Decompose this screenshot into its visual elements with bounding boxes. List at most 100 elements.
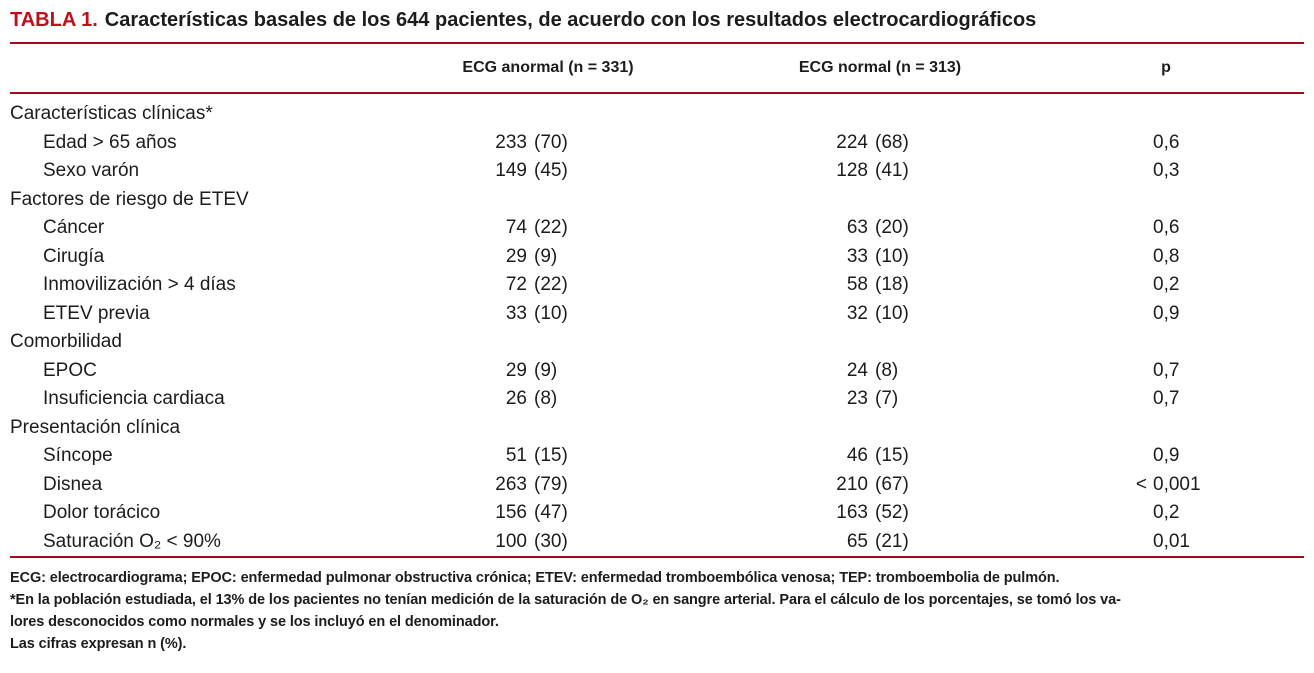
value-cell-ecg-normal: 32 (10) — [700, 303, 1060, 325]
value-cell-ecg-normal: 23 (7) — [700, 388, 1060, 410]
value-n: 24 — [846, 359, 868, 381]
value-n: 26 — [505, 388, 527, 410]
row-label: Características clínicas* — [10, 103, 213, 125]
p-value-cell: 0,9 — [1060, 303, 1294, 325]
table-row: Insuficiencia cardiaca 26 (8) 23 (7) 0,7 — [10, 385, 1304, 414]
p-prefix — [1060, 303, 1147, 325]
p-prefix — [1060, 160, 1147, 182]
footnote-line: lores desconocidos como normales y se lo… — [10, 614, 499, 630]
column-header-ecg-anormal: ECG anormal (n = 331) — [462, 59, 634, 76]
column-header-p: p — [1161, 59, 1171, 76]
table-row: Síncope 51 (15) 46 (15) 0,9 — [10, 442, 1304, 471]
p-value-cell: <0,001 — [1060, 474, 1294, 496]
value-cell-ecg-anormal: 29 (9) — [420, 360, 700, 382]
p-prefix — [1060, 360, 1147, 382]
value-n: 72 — [505, 274, 527, 296]
p-value: 0,2 — [1153, 274, 1180, 296]
p-value: 0,9 — [1153, 302, 1180, 324]
value-n: 63 — [846, 217, 868, 239]
p-value-cell: 0,7 — [1060, 388, 1294, 410]
row-label: EPOC — [43, 359, 97, 381]
value-n: 263 — [495, 473, 527, 495]
value-n: 74 — [505, 217, 527, 239]
value-pct: (22) — [534, 217, 568, 239]
table-row: Edad > 65 años 233 (70) 224 (68) 0,6 — [10, 129, 1304, 158]
table-figure: TABLA 1. Características basales de los 6… — [10, 8, 1304, 652]
p-prefix — [1060, 274, 1147, 296]
table-title: TABLA 1. Características basales de los 6… — [10, 8, 1304, 32]
value-pct: (79) — [534, 473, 568, 495]
value-cell-ecg-normal: 24 (8) — [700, 360, 1060, 382]
row-label: Cáncer — [43, 217, 105, 239]
value-pct: (15) — [534, 445, 568, 467]
p-value: 0,6 — [1153, 131, 1180, 153]
value-cell-ecg-anormal: 149 (45) — [420, 160, 700, 182]
value-pct: (70) — [534, 131, 568, 153]
table-group-row: Comorbilidad — [10, 328, 1304, 357]
table-row: Disnea 263 (79) 210 (67) <0,001 — [10, 471, 1304, 500]
table-group-row: Factores de riesgo de ETEV — [10, 186, 1304, 215]
value-cell-ecg-anormal: 29 (9) — [420, 246, 700, 268]
p-prefix: < — [1135, 473, 1147, 495]
value-n: 51 — [505, 445, 527, 467]
value-pct: (8) — [875, 359, 899, 381]
value-n: 58 — [846, 274, 868, 296]
value-cell-ecg-anormal: 233 (70) — [420, 132, 700, 154]
value-pct: (18) — [875, 274, 909, 296]
p-prefix — [1060, 388, 1147, 410]
table-row: EPOC 29 (9) 24 (8) 0,7 — [10, 357, 1304, 386]
value-pct: (15) — [875, 445, 909, 467]
value-cell-ecg-anormal: 51 (15) — [420, 445, 700, 467]
divider-top — [10, 42, 1304, 44]
footnote-line: ECG: electrocardiograma; EPOC: enfermeda… — [10, 570, 1060, 586]
value-cell-ecg-anormal: 33 (10) — [420, 303, 700, 325]
p-prefix — [1060, 531, 1147, 553]
value-cell-ecg-normal: 65 (21) — [700, 531, 1060, 553]
p-value: 0,7 — [1153, 359, 1180, 381]
footnote-line: *En la población estudiada, el 13% de lo… — [10, 592, 1121, 608]
table-group-row: Características clínicas* — [10, 100, 1304, 129]
p-value: 0,01 — [1153, 530, 1190, 552]
row-label: Presentación clínica — [10, 416, 181, 438]
row-label: Saturación O₂ < 90% — [43, 530, 221, 552]
row-label: Edad > 65 años — [43, 131, 177, 153]
value-pct: (10) — [875, 302, 909, 324]
value-pct: (45) — [534, 160, 568, 182]
p-value-cell: 0,3 — [1060, 160, 1294, 182]
row-label: Inmovilización > 4 días — [43, 274, 236, 296]
table-row: Cirugía 29 (9) 33 (10) 0,8 — [10, 243, 1304, 272]
value-cell-ecg-normal: 58 (18) — [700, 274, 1060, 296]
p-value: 0,001 — [1153, 473, 1201, 495]
footnote-line: Las cifras expresan n (%). — [10, 636, 187, 652]
row-label: Comorbilidad — [10, 331, 122, 353]
p-prefix — [1060, 246, 1147, 268]
p-value: 0,7 — [1153, 388, 1180, 410]
value-n: 210 — [836, 473, 868, 495]
value-cell-ecg-anormal: 156 (47) — [420, 502, 700, 524]
value-n: 46 — [846, 445, 868, 467]
value-cell-ecg-normal: 63 (20) — [700, 217, 1060, 239]
p-prefix — [1060, 445, 1147, 467]
p-value-cell: 0,2 — [1060, 502, 1294, 524]
row-label: ETEV previa — [43, 302, 150, 324]
value-cell-ecg-normal: 210 (67) — [700, 474, 1060, 496]
value-cell-ecg-normal: 128 (41) — [700, 160, 1060, 182]
value-n: 65 — [846, 530, 868, 552]
value-pct: (8) — [534, 388, 558, 410]
p-value: 0,2 — [1153, 502, 1180, 524]
row-label: Cirugía — [43, 245, 105, 267]
row-label: Insuficiencia cardiaca — [43, 388, 225, 410]
value-pct: (10) — [875, 245, 909, 267]
p-prefix — [1060, 502, 1147, 524]
value-pct: (20) — [875, 217, 909, 239]
column-header-ecg-normal: ECG normal (n = 313) — [798, 59, 962, 76]
value-pct: (47) — [534, 502, 568, 524]
table-body: Características clínicas* Edad > 65 años 2… — [10, 94, 1304, 556]
value-n: 128 — [836, 160, 868, 182]
value-cell-ecg-anormal: 100 (30) — [420, 531, 700, 553]
value-cell-ecg-anormal: 72 (22) — [420, 274, 700, 296]
p-prefix — [1060, 217, 1147, 239]
value-cell-ecg-normal: 163 (52) — [700, 502, 1060, 524]
value-pct: (10) — [534, 302, 568, 324]
value-pct: (67) — [875, 473, 909, 495]
